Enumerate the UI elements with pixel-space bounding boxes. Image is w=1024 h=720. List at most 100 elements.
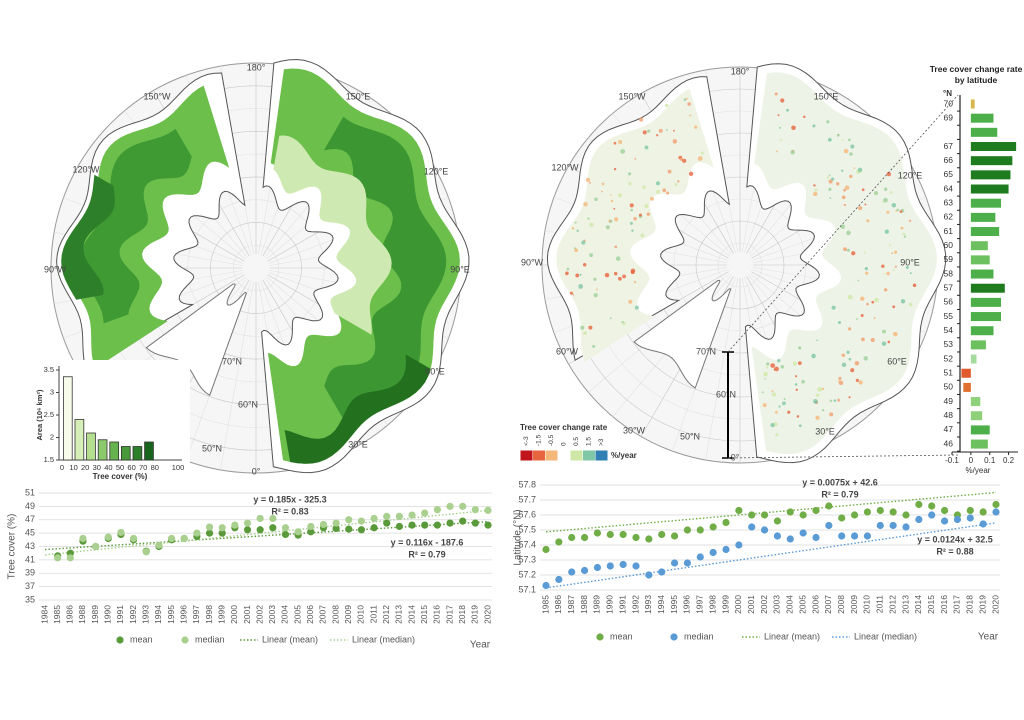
change-speck [779,126,782,129]
data-point [979,520,987,528]
change-speck [689,114,692,117]
change-speck [900,226,904,230]
map-label: 60°N [716,389,736,399]
data-point [459,502,467,510]
x-tick-label: 0 [969,456,974,465]
data-point [345,516,353,524]
data-point [696,526,704,534]
change-speck [902,232,906,236]
x-tick-label: 50 [116,463,124,472]
change-speck [589,181,592,184]
data-point [79,534,87,543]
map-label: 60°E [887,356,907,366]
change-speck [687,102,691,106]
change-speck [829,197,832,199]
change-speck [644,204,649,209]
change-speck [899,210,903,213]
change-speck [778,405,781,408]
change-speck [642,130,647,135]
data-point [281,530,290,539]
change-speck [896,208,900,212]
change-speck [618,193,622,198]
bar [970,99,975,109]
change-speck [631,229,634,232]
x-tick-label: 1995 [669,595,679,614]
change-speck [856,318,858,320]
change-speck [883,197,888,203]
data-point [542,581,550,590]
x-tick-label: 2013 [394,605,404,624]
data-point [421,521,429,529]
change-speck [672,139,678,144]
y-tick-label: 1.5 [44,455,54,464]
y-tick-label: 49 [944,396,954,406]
change-speck [866,302,869,306]
data-point [979,508,987,516]
change-speck [837,398,841,402]
bar [62,376,73,461]
data-point [760,526,769,534]
change-speck [886,171,892,177]
bar [970,198,1002,208]
x-tick-label: 1990 [103,605,113,624]
data-point [104,533,112,541]
change-speck [849,152,853,156]
legend-label: median [684,631,714,641]
change-speck [761,391,764,394]
change-speck [794,383,798,386]
change-speck [795,388,798,391]
change-speck [848,357,852,361]
change-speck [683,98,686,101]
data-point [658,530,666,539]
change-speck [655,181,661,186]
x-tick-label: 1986 [553,595,563,614]
change-speck [848,327,852,331]
x-tick-label: 2008 [330,605,340,624]
data-point [218,524,226,532]
change-speck [640,233,645,238]
x-tick-label: 2010 [356,605,366,624]
legend-marker [670,633,678,641]
change-speck [601,182,605,186]
map-label: 60°N [238,399,258,409]
change-speck [617,276,622,281]
data-point [471,506,479,514]
x-tick-label: 2018 [965,595,975,614]
bar [970,142,1017,152]
y-axis-title: Tree cover (%) [7,514,18,580]
x-tick-label: 1986 [65,605,75,624]
data-point [876,521,884,530]
x-tick-label: 2009 [343,605,353,624]
data-point [92,542,100,551]
change-speck [593,277,597,281]
bar [970,425,990,435]
trend-line [545,491,997,533]
data-point [580,533,589,542]
change-speck [647,129,651,133]
x-tick-label: 1988 [579,595,589,614]
change-speck [886,210,890,214]
change-speck [821,387,825,391]
map-label: 150°W [618,91,646,101]
change-speck [870,337,875,343]
trend-equation: y = 0.116x - 187.6 [391,537,464,547]
data-point [167,534,176,543]
x-tick-label: 1992 [128,605,138,624]
change-speck [786,108,790,112]
x-tick-label: 40 [104,463,112,472]
change-speck [796,415,800,418]
change-speck [873,317,876,320]
change-speck [861,337,865,342]
change-speck [772,392,776,397]
y-tick-label: 57.4 [518,539,536,549]
change-speck [815,415,820,420]
lat-chart-title: Tree cover change rate by latitude [929,64,1023,85]
x-tick-label: 2016 [432,605,442,624]
y-tick-label: 59 [944,254,954,264]
bar [970,212,996,222]
data-point [670,532,679,540]
x-tick-label: 1996 [178,605,188,624]
x-tick-label: 2011 [368,605,378,624]
bar [970,439,988,449]
